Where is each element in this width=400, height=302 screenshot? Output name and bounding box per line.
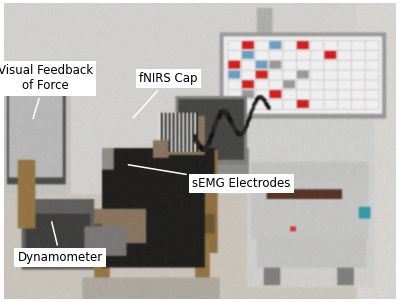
Text: sEMG Electrodes: sEMG Electrodes (128, 165, 290, 190)
Text: Dynamometer: Dynamometer (18, 222, 103, 264)
Text: fNIRS Cap: fNIRS Cap (133, 72, 198, 118)
Text: Visual Feedback
of Force: Visual Feedback of Force (0, 65, 93, 119)
